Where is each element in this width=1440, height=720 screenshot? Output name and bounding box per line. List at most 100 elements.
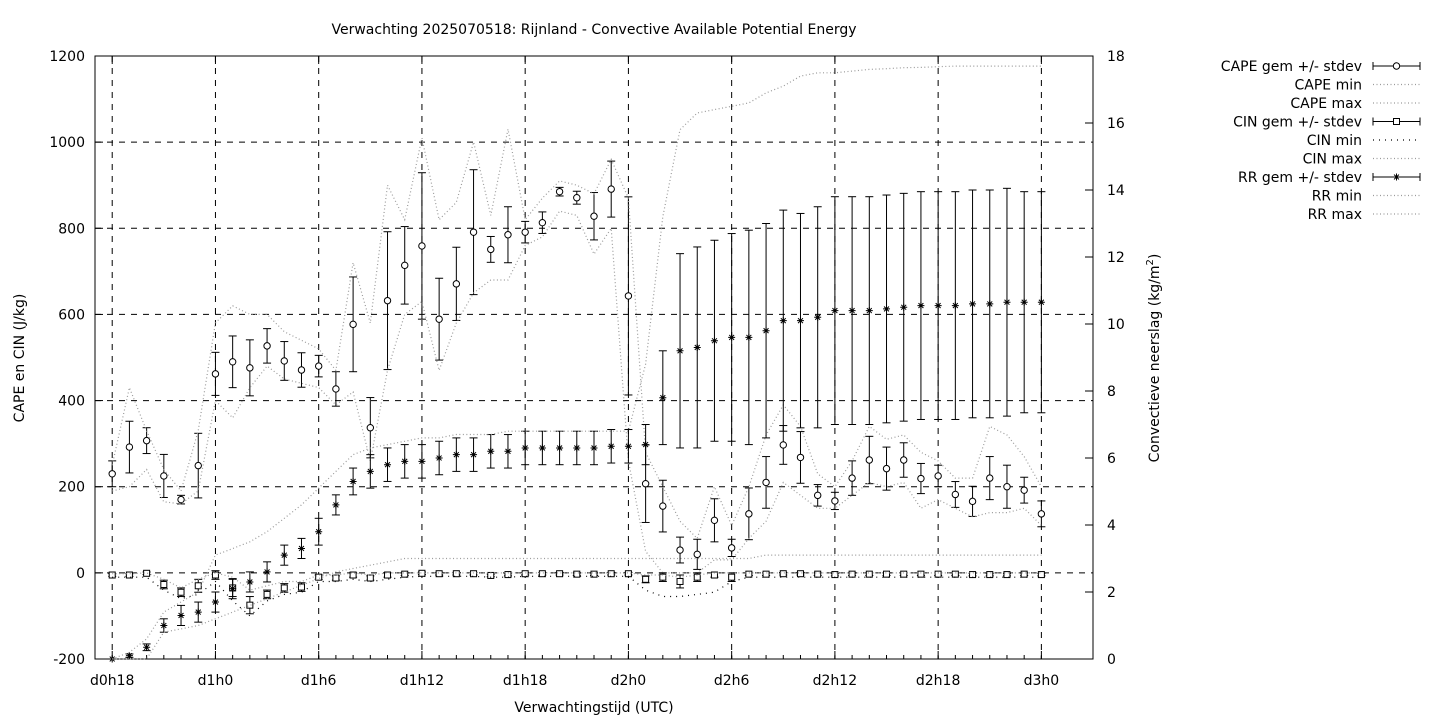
cape-gem-stdev-point [796,453,805,462]
cin-gem-stdev-point [710,571,718,579]
rr-gem-stdev-point [831,307,839,315]
y2-tick-label: 2 [1107,585,1116,601]
y-tick-label: -200 [53,652,85,668]
cape-gem-stdev-point [865,456,874,464]
legend-label: CIN max [1303,152,1362,168]
cape-gem-stdev-point [177,495,185,504]
legend-label: CAPE gem +/- stdev [1221,59,1362,75]
grid [95,56,1093,659]
cin-gem-stdev-point [384,571,392,579]
y-tick-label: 800 [58,221,85,237]
y2-tick-label: 8 [1107,384,1116,400]
x-tick-label: d3h0 [1024,673,1060,689]
cape-gem-stdev-point [246,364,254,372]
cin-gem-stdev-point [315,573,323,581]
legend-entry: CAPE max [1290,96,1420,112]
cin-gem-stdev-point [401,570,409,578]
legend-marker [1393,173,1400,181]
rr-gem-stdev-point [779,317,787,325]
cape-gem-stdev-point [831,497,839,505]
cape-gem-stdev-point [504,231,512,239]
cape-gem-stdev-point [366,424,375,432]
legend-entry: RR min [1312,189,1420,205]
rr-gem-stdev-point [710,337,718,345]
cape-gem-stdev-point [934,472,942,480]
legend-label: RR min [1312,189,1362,205]
cin-gem-stdev-point [263,590,271,598]
cin-gem-stdev-point [1003,571,1011,579]
x-tick-label: d1h0 [198,673,234,689]
cin-gem-stdev-point [642,575,650,583]
cin-gem-stdev-point [607,570,615,578]
cin-gem-stdev-point [917,570,925,578]
cin-gem-stdev-point [762,570,770,578]
x-tick-label: d2h12 [813,673,857,689]
cape-gem-stdev-point [349,320,357,329]
legend-label: CAPE max [1290,96,1362,112]
cin-gem-stdev-point [125,571,133,579]
cin-gem-stdev-point [108,571,116,579]
chart-title: Verwachting 2025070518: Rijnland - Conve… [332,22,857,38]
cape-gem-stdev-point [469,228,478,236]
rr-gem-stdev-point [470,451,478,459]
cin-gem-stdev-point [297,583,305,591]
cape-gem-stdev-point [211,370,220,378]
legend-label: CIN min [1307,133,1362,149]
cape-gem-stdev-point [693,550,701,559]
cape-gem-stdev-point [383,296,392,305]
rr-gem-stdev-point [814,313,822,321]
cape-gem-stdev-point [779,441,787,449]
cape-gem-stdev-point [538,218,547,227]
y2-tick-label: 16 [1107,116,1125,132]
rr-gem-stdev-point [1020,298,1028,306]
plot-frame [94,55,1094,660]
y2-tick-label: 18 [1107,49,1125,65]
rr-gem-stdev-point [1003,298,1011,306]
rr-gem-stdev-point [642,441,650,449]
legend-entry: RR gem +/- stdev [1238,170,1421,186]
x-tick-label: d1h6 [301,673,337,689]
legend-entry: CIN max [1303,152,1420,168]
cin-gem-stdev-point [779,570,787,578]
cape-gem-stdev-point [968,497,977,506]
rr-gem-stdev-point [986,300,994,308]
x-tick-label: d1h18 [503,673,547,689]
rr-gem-stdev-point [951,302,959,310]
rr-gem-stdev-point [917,302,925,310]
legend-entry: RR max [1308,207,1420,223]
cape-gem-stdev-point [280,357,288,365]
cin-gem-stdev-point [556,570,564,578]
cape-gem-stdev-point [573,194,581,202]
legend-label: RR gem +/- stdev [1238,170,1362,186]
cape-gem-stdev-point [142,436,151,445]
cape-gem-stdev-point [848,474,856,482]
cin-gem-stdev-point [951,570,959,578]
rr-gem-stdev-point [143,643,151,651]
cin-gem-stdev-point [194,582,202,590]
x-tick-label: d1h12 [400,673,444,689]
rr-gem-stdev-point [676,347,684,355]
cin-gem-stdev-point [659,573,667,581]
cin-gem-stdev-point [900,570,908,578]
cin-gem-stdev-point [349,571,357,579]
cin-gem-stdev-point [676,577,684,585]
legend-marker [1393,118,1400,125]
rr-gem-stdev-point [315,528,323,536]
rr-gem-stdev-point [452,451,460,459]
cin-gem-stdev-point [745,570,753,578]
rr-gem-stdev-point [384,461,392,469]
cape-gem-stdev-point [986,474,994,482]
rr-gem-stdev-point [762,327,770,335]
cin-gem-stdev-point [211,571,219,579]
cin-gem-stdev-point [521,570,529,578]
cape-gem-stdev-point [882,464,891,473]
cape-gem-stdev-point [710,516,719,525]
rr-gem-stdev-point [366,467,374,475]
rr-gem-stdev-point [934,302,942,310]
y2-axis-label: Convectieve neerslag (kg/m2) [1145,254,1163,463]
y-tick-label: 1000 [49,135,85,151]
axes: d0h18 d1h0 d1h6 d1h12 d1h18 d2h0 d2h6 d2h12 d2h1… [49,49,1125,689]
rr-gem-stdev-point [865,307,873,315]
rr-gem-stdev-point [487,447,495,455]
